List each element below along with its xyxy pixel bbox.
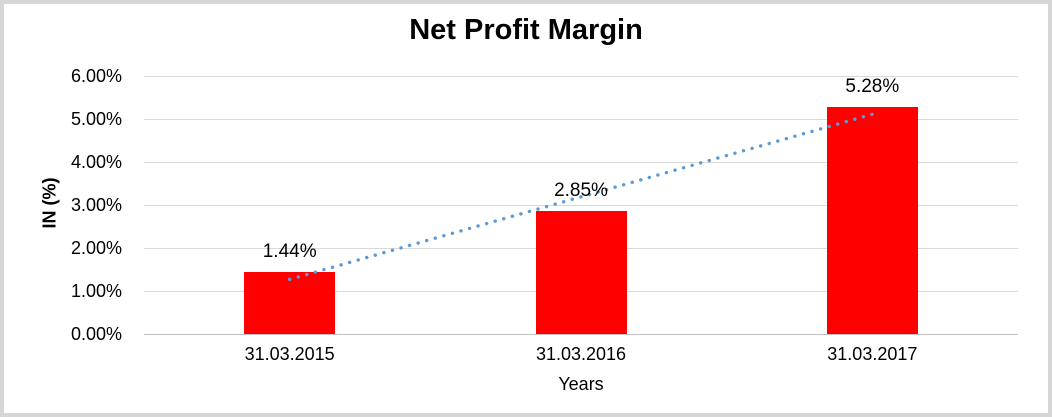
bar: [826, 106, 918, 334]
y-tick-label: 4.00%: [70, 152, 122, 172]
x-tick-label: 31.03.2017: [827, 344, 918, 364]
plot-area: [144, 75, 1018, 335]
gridline: [144, 118, 1018, 120]
chart-title: Net Profit Margin: [409, 14, 643, 46]
gridline: [144, 204, 1018, 206]
gridline: [144, 161, 1018, 163]
x-tick-label: 31.03.2016: [535, 344, 627, 364]
x-tick-label: 31.03.2015: [244, 344, 335, 364]
y-tick-label: 2.00%: [70, 238, 122, 258]
x-axis-title: Years: [558, 374, 604, 394]
gridline: [144, 75, 1018, 77]
y-tick-label: 0.00%: [70, 324, 122, 344]
y-tick-label: 3.00%: [70, 195, 122, 215]
bar: [244, 272, 336, 334]
bar: [535, 211, 627, 334]
trendline: [287, 112, 875, 282]
y-tick-label: 1.00%: [70, 281, 122, 301]
y-tick-label: 6.00%: [70, 66, 122, 86]
trendline-line: [287, 112, 875, 282]
bar-data-label: 1.44%: [262, 241, 317, 263]
bar-data-label: 5.28%: [845, 75, 900, 97]
bar-data-label: 2.85%: [554, 180, 608, 202]
x-axis-line: [144, 333, 1018, 335]
y-tick-label: 5.00%: [70, 109, 122, 129]
